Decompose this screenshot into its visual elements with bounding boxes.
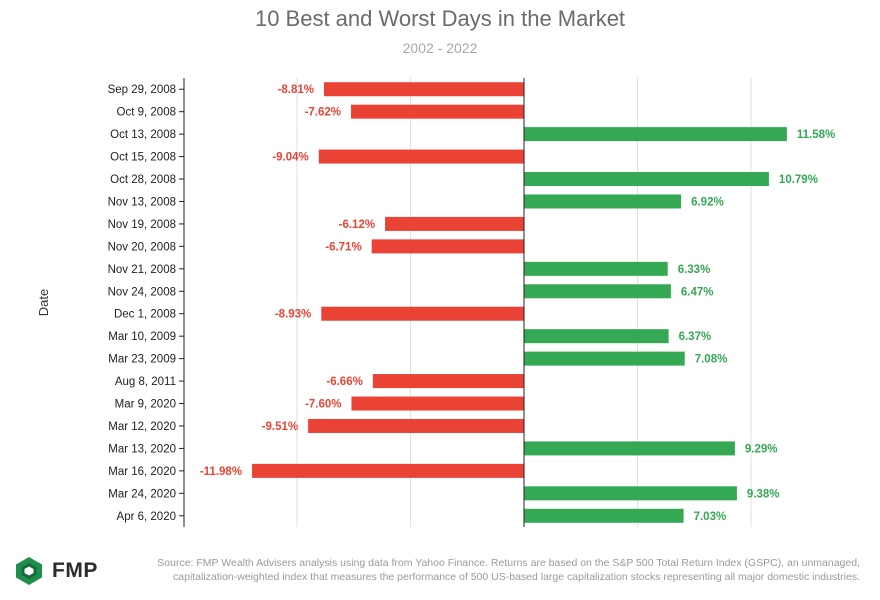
fmp-logo-icon bbox=[16, 557, 42, 585]
data-label-8: -6.71% bbox=[325, 241, 361, 253]
y-tick-label-18: Mar 16, 2020 bbox=[108, 466, 176, 478]
data-label-6: 6.92% bbox=[691, 196, 724, 208]
y-tick-label-6: Nov 13, 2008 bbox=[108, 196, 176, 208]
data-label-13: 7.08% bbox=[695, 354, 728, 366]
y-tick-label-7: Nov 19, 2008 bbox=[108, 219, 176, 231]
bar-9 bbox=[524, 261, 668, 276]
data-label-5: 10.79% bbox=[779, 174, 818, 186]
bar-1 bbox=[324, 82, 524, 97]
y-tick-label-13: Mar 23, 2009 bbox=[108, 354, 176, 366]
bar-3 bbox=[524, 127, 787, 142]
bar-8 bbox=[371, 239, 524, 254]
bar-16 bbox=[308, 418, 524, 433]
bar-18 bbox=[252, 463, 524, 478]
bar-14 bbox=[372, 374, 524, 389]
y-tick-label-4: Oct 15, 2008 bbox=[110, 152, 176, 164]
chart-subtitle: 2002 - 2022 bbox=[402, 40, 478, 56]
bar-5 bbox=[524, 172, 769, 187]
bar-12 bbox=[524, 329, 669, 344]
data-label-12: 6.37% bbox=[679, 331, 712, 343]
data-label-10: 6.47% bbox=[681, 286, 714, 298]
data-label-7: -6.12% bbox=[339, 219, 375, 231]
data-label-2: -7.62% bbox=[305, 107, 341, 119]
fmp-logo: FMP bbox=[14, 553, 98, 589]
data-label-19: 9.38% bbox=[747, 488, 780, 500]
source-note-line-1: Source: FMP Wealth Advisers analysis usi… bbox=[157, 557, 860, 569]
data-label-20: 7.03% bbox=[694, 511, 727, 523]
bar-10 bbox=[524, 284, 671, 299]
data-label-17: 9.29% bbox=[745, 443, 778, 455]
bar-4 bbox=[318, 149, 524, 164]
y-tick-label-2: Oct 9, 2008 bbox=[117, 107, 176, 119]
y-tick-label-16: Mar 12, 2020 bbox=[108, 421, 176, 433]
y-tick-label-10: Nov 24, 2008 bbox=[108, 286, 176, 298]
data-label-9: 6.33% bbox=[678, 264, 711, 276]
bar-2 bbox=[351, 104, 524, 119]
y-tick-label-12: Mar 10, 2009 bbox=[108, 331, 176, 343]
data-label-16: -9.51% bbox=[262, 421, 298, 433]
source-note: Source: FMP Wealth Advisers analysis usi… bbox=[130, 556, 860, 584]
chart-title: 10 Best and Worst Days in the Market bbox=[254, 6, 626, 31]
data-label-4: -9.04% bbox=[272, 152, 308, 164]
y-tick-label-8: Nov 20, 2008 bbox=[108, 241, 176, 253]
data-label-3: 11.58% bbox=[797, 129, 835, 141]
y-tick-label-15: Mar 9, 2020 bbox=[115, 399, 176, 411]
source-note-line-2: capitalization-weighted index that measu… bbox=[173, 571, 860, 583]
y-tick-label-20: Apr 6, 2020 bbox=[117, 511, 176, 523]
data-label-14: -6.66% bbox=[326, 376, 362, 388]
bar-7 bbox=[385, 216, 524, 231]
y-tick-label-9: Nov 21, 2008 bbox=[108, 264, 176, 276]
y-tick-label-14: Aug 8, 2011 bbox=[115, 376, 176, 388]
y-tick-label-1: Sep 29, 2008 bbox=[108, 84, 176, 96]
data-label-11: -8.93% bbox=[275, 309, 311, 321]
data-label-1: -8.81% bbox=[278, 84, 314, 96]
bar-17 bbox=[524, 441, 735, 456]
fmp-logo-text: FMP bbox=[52, 559, 98, 582]
bar-11 bbox=[321, 306, 524, 321]
y-tick-label-3: Oct 13, 2008 bbox=[110, 129, 176, 141]
bar-15 bbox=[351, 396, 524, 411]
y-tick-label-19: Mar 24, 2020 bbox=[108, 488, 176, 500]
y-tick-label-5: Oct 28, 2008 bbox=[110, 174, 176, 186]
data-label-15: -7.60% bbox=[305, 399, 341, 411]
y-tick-label-17: Mar 13, 2020 bbox=[108, 443, 176, 455]
bar-13 bbox=[524, 351, 685, 366]
bar-20 bbox=[524, 508, 684, 523]
bar-6 bbox=[524, 194, 682, 209]
y-tick-label-11: Dec 1, 2008 bbox=[114, 309, 176, 321]
y-axis-title: Date bbox=[36, 289, 51, 316]
bar-19 bbox=[524, 486, 737, 501]
data-label-18: -11.98% bbox=[200, 466, 242, 478]
